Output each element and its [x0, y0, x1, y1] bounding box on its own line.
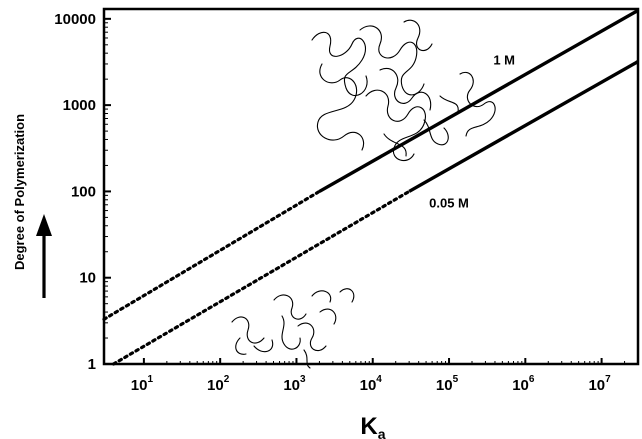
x-axis-ticks: 101 102 103 104 105 106 107 — [131, 358, 639, 394]
x-tick-label: 105 — [436, 374, 459, 394]
y-axis-ticks: 1 10 100 1000 10000 — [54, 11, 111, 373]
y-tick-label: 100 — [71, 183, 96, 200]
y-axis-title: Degree of Polymerization — [12, 114, 27, 270]
x-tick-label-exponent: 3 — [300, 374, 306, 385]
series-1-dotted-line — [102, 189, 322, 321]
series-layer: 1 M 0.05 M — [102, 8, 639, 366]
x-tick-label-exponent: 6 — [529, 374, 535, 385]
x-tick-label: 104 — [360, 374, 383, 394]
x-tick-label: 106 — [512, 374, 535, 394]
y-tick-label: 1 — [88, 356, 96, 373]
series-2-dotted-line — [111, 189, 411, 366]
plot-frame — [102, 7, 640, 366]
short-oligomer-chains-illustration — [231, 288, 355, 369]
x-tick-label-base: 10 — [131, 377, 148, 394]
x-tick-label-exponent: 7 — [605, 374, 611, 385]
x-tick-label: 103 — [283, 374, 306, 394]
series-2-solid-line — [408, 60, 639, 193]
x-tick-label-base: 10 — [360, 377, 377, 394]
x-tick-label-base: 10 — [207, 377, 224, 394]
long-polymer-chains-illustration — [311, 19, 496, 162]
x-axis-title-subscript: a — [378, 426, 386, 439]
y-tick-label: 1000 — [63, 97, 96, 114]
y-tick-label: 10000 — [54, 11, 96, 28]
x-tick-label-base: 10 — [512, 377, 529, 394]
x-tick-label: 102 — [207, 374, 230, 394]
x-tick-label-base: 10 — [588, 377, 605, 394]
x-tick-label-exponent: 2 — [224, 374, 230, 385]
series-1-label: 1 M — [493, 52, 515, 67]
x-tick-label-exponent: 1 — [147, 374, 153, 385]
series-2-label: 0.05 M — [429, 195, 469, 210]
x-tick-label-exponent: 5 — [453, 374, 459, 385]
series-1-solid-line — [318, 8, 639, 193]
y-tick-label: 10 — [79, 270, 96, 287]
up-arrow-icon — [36, 214, 52, 298]
x-tick-label-exponent: 4 — [376, 374, 382, 385]
x-tick-label: 101 — [131, 374, 154, 394]
x-tick-label: 107 — [588, 374, 611, 394]
x-axis-title: Ka — [360, 413, 385, 439]
x-tick-label-base: 10 — [436, 377, 453, 394]
x-axis-title-main: K — [360, 413, 378, 439]
x-tick-label-base: 10 — [283, 377, 300, 394]
